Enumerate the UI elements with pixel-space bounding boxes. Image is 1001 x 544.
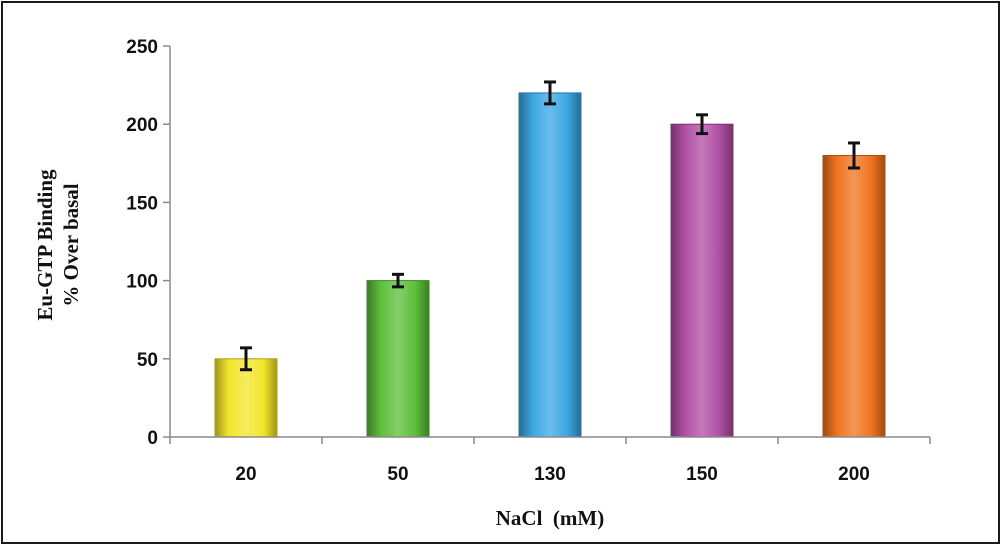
y-tick-label: 50 bbox=[137, 350, 158, 371]
x-tick-label-50: 50 bbox=[387, 464, 408, 485]
x-tick-label-200: 200 bbox=[838, 464, 870, 485]
y-tick-label: 150 bbox=[126, 193, 158, 214]
bar-50 bbox=[366, 280, 430, 438]
axes-group bbox=[169, 46, 931, 444]
y-axis-title-line2: % Over basal bbox=[59, 183, 83, 306]
bar-130 bbox=[518, 92, 582, 438]
x-tick-label-150: 150 bbox=[686, 464, 718, 485]
x-tick-label-130: 130 bbox=[534, 464, 566, 485]
y-tick-label: 250 bbox=[126, 37, 158, 58]
y-tick-label: 0 bbox=[147, 428, 158, 449]
error-bars-group bbox=[240, 80, 860, 372]
x-ticks-group: 20 50 130 150 200 bbox=[235, 464, 869, 485]
y-axis-title-line1: Eu-GTP Binding bbox=[33, 169, 57, 321]
x-tick-label-20: 20 bbox=[235, 464, 256, 485]
bars-group bbox=[214, 92, 886, 438]
bar-20 bbox=[214, 358, 278, 438]
y-tick-label: 100 bbox=[126, 272, 158, 293]
bar-150 bbox=[670, 123, 734, 438]
bar-200 bbox=[822, 154, 886, 438]
y-ticks-group: 0 50 100 150 200 250 bbox=[126, 37, 170, 449]
x-axis-title: NaCl (mM) bbox=[496, 506, 604, 530]
y-tick-label: 200 bbox=[126, 115, 158, 136]
